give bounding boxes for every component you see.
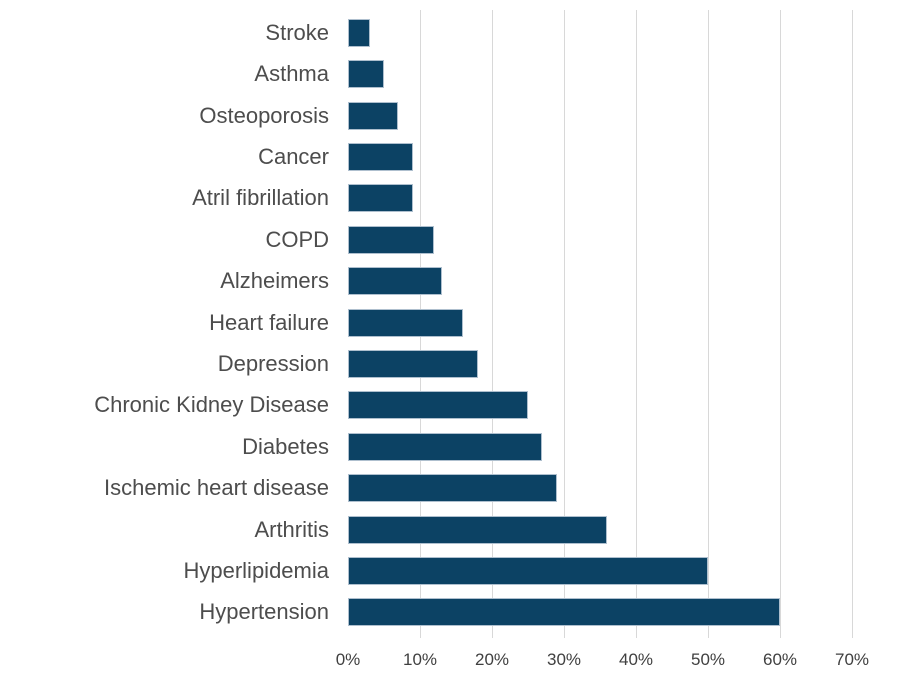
x-tick-label: 50% [690, 650, 726, 669]
bar-depression [348, 349, 478, 378]
chart-row: Depression [0, 343, 852, 384]
category-label-asthma: Asthma [254, 61, 329, 87]
x-tick-label: 70% [834, 650, 870, 669]
chart-row: Atril fibrillation [0, 178, 852, 219]
bar-track [348, 550, 852, 591]
bar-stroke [348, 18, 370, 47]
x-tick-label: 10% [402, 650, 438, 669]
category-label-diabetes: Diabetes [242, 433, 329, 459]
bar-track [348, 343, 852, 384]
chart-row: Heart failure [0, 302, 852, 343]
bar-chronic-kidney-disease [348, 391, 528, 420]
chart-row: Ischemic heart disease [0, 467, 852, 508]
gridline [707, 10, 709, 638]
bar-track [348, 509, 852, 550]
bar-track [348, 178, 852, 219]
bar-diabetes [348, 432, 543, 461]
bar-track [348, 136, 852, 177]
chart-row: Asthma [0, 53, 852, 94]
bar-atril-fibrillation [348, 184, 413, 213]
bar-track [348, 302, 852, 343]
gridline [851, 10, 853, 638]
chart-row: Hyperlipidemia [0, 550, 852, 591]
chart-row: Cancer [0, 136, 852, 177]
x-tick-label: 60% [762, 650, 798, 669]
chart-row: Osteoporosis [0, 95, 852, 136]
x-tick-label: 30% [546, 650, 582, 669]
category-label-atril-fibrillation: Atril fibrillation [192, 185, 329, 211]
chart-row: Alzheimers [0, 260, 852, 301]
bar-track [348, 53, 852, 94]
gridline [563, 10, 565, 638]
category-label-hypertension: Hypertension [199, 599, 329, 625]
bar-track [348, 260, 852, 301]
bar-track [348, 219, 852, 260]
category-label-alzheimers: Alzheimers [220, 268, 329, 294]
bar-hyperlipidemia [348, 556, 708, 585]
bar-arthritis [348, 515, 608, 544]
category-label-arthritis: Arthritis [254, 516, 329, 542]
category-label-chronic-kidney-disease: Chronic Kidney Disease [94, 392, 329, 418]
category-label-osteoporosis: Osteoporosis [199, 102, 329, 128]
bar-track [348, 592, 852, 633]
gridline [491, 10, 493, 638]
category-label-hyperlipidemia: Hyperlipidemia [183, 557, 329, 583]
chart-row: Stroke [0, 12, 852, 53]
bar-track [348, 12, 852, 53]
category-label-heart-failure: Heart failure [209, 309, 329, 335]
bar-copd [348, 225, 435, 254]
x-tick-label: 0% [335, 650, 361, 669]
category-label-copd: COPD [265, 226, 329, 252]
x-tick-label: 40% [618, 650, 654, 669]
bar-track [348, 467, 852, 508]
bar-track [348, 426, 852, 467]
x-tick-label: 20% [474, 650, 510, 669]
chart-row: Chronic Kidney Disease [0, 385, 852, 426]
bar-heart-failure [348, 308, 464, 337]
bar-alzheimers [348, 267, 442, 296]
chart-row: Hypertension [0, 592, 852, 633]
category-label-depression: Depression [217, 350, 329, 376]
x-axis: 0% 10% 20% 30% 40% 50% 60% 70% [336, 650, 869, 676]
bar-track [348, 385, 852, 426]
gridline [779, 10, 781, 638]
bar-ischemic-heart-disease [348, 474, 557, 503]
bar-track [348, 95, 852, 136]
category-label-stroke: Stroke [265, 19, 329, 45]
chart-row: Arthritis [0, 509, 852, 550]
bar-cancer [348, 142, 413, 171]
category-label-cancer: Cancer [258, 143, 329, 169]
chart-rows: Stroke Asthma Osteoporosis Cancer Atril fibr… [0, 12, 852, 633]
chart-row: COPD [0, 219, 852, 260]
chart-row: Diabetes [0, 426, 852, 467]
category-label-ischemic-heart-disease: Ischemic heart disease [104, 475, 329, 501]
gridline [635, 10, 637, 638]
bar-hypertension [348, 598, 780, 627]
bar-osteoporosis [348, 101, 399, 130]
bar-asthma [348, 60, 384, 89]
